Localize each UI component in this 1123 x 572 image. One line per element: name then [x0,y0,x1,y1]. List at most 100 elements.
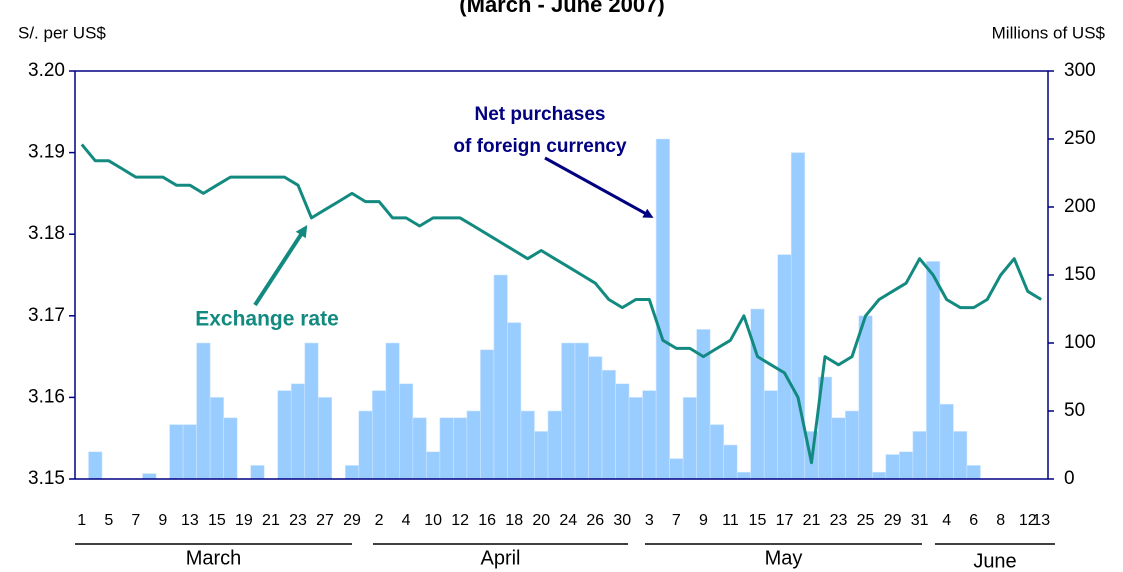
bar [750,308,765,480]
x-tick-label: 29 [343,512,361,529]
bar [574,342,589,480]
bar [763,390,779,480]
bar [182,424,197,480]
bar [642,390,657,480]
x-tick-label: 11 [722,512,739,529]
x-tick-label: 19 [235,512,253,529]
y-tick-label: 3.18 [28,223,65,244]
bar [466,410,481,480]
x-tick-label: 18 [505,512,523,529]
annotation-arrow [253,224,308,307]
bar [317,397,333,480]
bar [966,465,981,480]
x-tick-label: 23 [830,512,848,529]
x-tick-label: 23 [289,512,307,529]
bar [344,465,360,480]
bar [250,465,265,480]
x-tick-label: 7 [672,512,681,529]
bar [426,451,441,480]
x-tick-label: 4 [402,512,411,529]
y-tick-label: 3.15 [28,468,65,489]
month-label: June [973,550,1016,572]
bar [696,329,711,480]
bar [655,138,670,480]
y2-tick-label: 300 [1064,60,1096,81]
x-tick-label: 12 [451,512,469,529]
month-label: April [480,547,520,569]
y2-tick-label: 200 [1064,196,1096,217]
bar [790,152,806,480]
bar [412,417,427,480]
annotation: of foreign currency [453,136,627,157]
bar [561,342,576,480]
bar [358,410,373,480]
bar [926,261,941,480]
bar [223,417,238,480]
bar [939,403,954,480]
x-tick-label: 25 [857,512,875,529]
bar [601,369,616,480]
x-tick-label: 3 [645,512,654,529]
x-tick-label: 4 [942,512,951,529]
y2-tick-label: 150 [1064,264,1096,285]
x-tick-label: 9 [158,512,167,529]
bar [385,342,400,480]
y2-tick-label: 50 [1064,400,1085,421]
bar [858,315,873,480]
bar [196,342,211,480]
x-tick-label: 26 [586,512,604,529]
month-label: March [186,547,242,569]
x-tick-label: 20 [532,512,550,529]
x-tick-label: 16 [478,512,496,529]
bar [709,424,724,480]
annotation: Exchange rate [195,308,339,331]
x-tick-label: 2 [375,512,384,529]
x-tick-label: 21 [262,512,280,529]
bar [507,322,522,480]
bar [885,454,900,480]
y2-tick-label: 250 [1064,128,1096,149]
x-tick-label: 24 [559,512,577,529]
x-tick-label: 17 [776,512,794,529]
x-tick-label: 8 [996,512,1005,529]
x-tick-label: 10 [424,512,442,529]
bar [736,471,751,480]
bar [453,417,468,480]
bar [953,431,968,480]
bar [480,349,495,480]
x-tick-label: 13 [1032,512,1050,529]
bar [209,397,224,480]
y2-tick-label: 0 [1064,468,1075,489]
x-tick-label: 5 [104,512,113,529]
annotation-arrow [544,156,654,218]
x-tick-label: 30 [613,512,631,529]
bar [399,383,414,480]
exchange-rate-line [80,143,1042,465]
bar [777,254,792,480]
x-tick-label: 13 [181,512,199,529]
y-tick-label: 3.19 [28,142,65,163]
y-axis-label: S/. per US$ [18,23,106,42]
y2-tick-label: 100 [1064,332,1096,353]
bar [831,417,846,480]
bar [534,431,549,480]
x-tick-label: 1 [77,512,86,529]
x-tick-label: 15 [208,512,226,529]
bar [912,431,927,480]
x-tick-label: 21 [803,512,821,529]
bar [439,417,454,480]
bar [372,390,387,480]
bar [615,383,630,480]
bar [899,451,914,480]
bar [872,471,887,480]
y-tick-label: 3.17 [28,305,65,326]
bar [88,451,103,480]
bar [723,444,738,480]
y-tick-label: 3.16 [28,386,65,407]
chart-title: (March - June 2007) [459,0,664,17]
bar [290,383,306,480]
x-tick-label: 15 [749,512,767,529]
bar [142,473,157,480]
bar [669,458,684,480]
